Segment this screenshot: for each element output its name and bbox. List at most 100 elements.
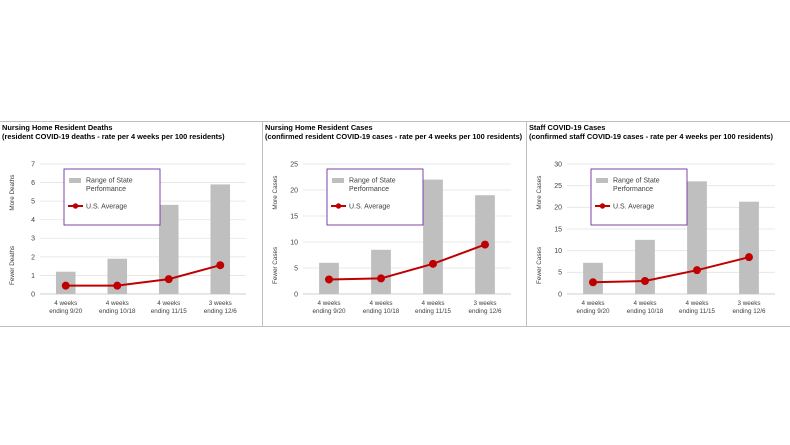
x-tick-label-line2: ending 11/15: [415, 308, 451, 315]
data-point: [164, 275, 173, 284]
x-tick-label-line2: ending 9/20: [49, 308, 82, 315]
x-tick-label: 4 weeks: [54, 300, 77, 307]
y-tick-label: 30: [554, 161, 562, 168]
x-tick-label-line2: ending 10/18: [627, 308, 664, 315]
x-tick-label: 4 weeks: [421, 300, 444, 307]
bar: [635, 239, 655, 294]
legend-swatch-bar: [332, 178, 344, 183]
y-axis-label-bottom: Fewer Deaths: [9, 246, 16, 285]
x-tick-label: 3 weeks: [473, 300, 496, 307]
x-tick-label-line2: ending 12/6: [204, 308, 237, 315]
y-tick-label: 15: [290, 213, 298, 220]
chart-subtitle: (confirmed staff COVID-19 cases - rate p…: [529, 132, 773, 141]
bar: [423, 179, 443, 294]
x-tick-label: 4 weeks: [106, 300, 129, 307]
data-point: [216, 261, 225, 270]
y-tick-label: 1: [31, 273, 35, 280]
chart-subtitle: (confirmed resident COVID-19 cases - rat…: [265, 132, 523, 141]
series-line: [65, 264, 221, 287]
legend-label-average: U.S. Average: [613, 204, 654, 211]
chart-panel-resident-deaths: Nursing Home Resident Deaths (resident C…: [0, 122, 262, 326]
x-tick-label: 4 weeks: [685, 300, 708, 307]
bar: [210, 184, 231, 294]
x-tick-label-line2: ending 11/15: [679, 308, 715, 315]
y-tick-label: 0: [558, 291, 562, 298]
legend-label-range-line2: Performance: [86, 186, 126, 193]
x-tick-label-line2: ending 12/6: [733, 308, 766, 315]
legend-label-range: Range of State: [86, 178, 133, 185]
legend-swatch-bar: [69, 178, 81, 183]
y-tick-label: 3: [31, 236, 35, 243]
data-point: [481, 240, 489, 249]
data-point: [377, 274, 385, 283]
y-tick-label: 25: [290, 161, 298, 168]
legend-swatch-marker: [72, 203, 79, 209]
chart-panel-staff-cases: Staff COVID-19 Cases (confirmed staff CO…: [526, 122, 790, 326]
x-tick-label: 3 weeks: [737, 300, 760, 307]
legend-label-range-line2: Performance: [349, 186, 389, 193]
chart-title: Nursing Home Resident Deaths: [2, 123, 113, 132]
y-tick-label: 0: [31, 291, 35, 298]
y-tick-label: 15: [554, 226, 562, 233]
x-tick-label-line2: ending 11/15: [151, 308, 187, 315]
y-tick-label: 25: [554, 183, 562, 190]
y-axis-label-top: More Cases: [272, 176, 279, 210]
x-tick-label-line2: ending 12/6: [469, 308, 502, 315]
bar: [158, 204, 179, 294]
legend-label-range-line2: Performance: [613, 186, 653, 193]
y-tick-label: 6: [31, 180, 35, 187]
data-point: [641, 277, 649, 285]
y-tick-label: 20: [290, 187, 298, 194]
y-axis-label-bottom: Fewer Cases: [272, 247, 279, 284]
data-point: [693, 266, 701, 275]
y-tick-label: 5: [31, 199, 35, 206]
y-tick-label: 10: [554, 248, 562, 255]
legend-swatch-marker: [599, 203, 606, 209]
y-tick-label: 5: [558, 270, 562, 277]
y-tick-label: 5: [294, 265, 298, 272]
bar: [687, 181, 707, 294]
data-point: [745, 253, 753, 262]
y-axis-label-bottom: Fewer Cases: [536, 247, 543, 284]
x-tick-label-line2: ending 9/20: [313, 308, 346, 315]
legend-label-range: Range of State: [613, 178, 660, 185]
chart-grid: Nursing Home Resident Deaths (resident C…: [0, 121, 790, 327]
data-point: [429, 259, 437, 268]
x-tick-label-line2: ending 10/18: [363, 308, 400, 315]
legend-swatch-marker: [335, 203, 342, 209]
series-line: [592, 256, 750, 284]
bar: [371, 249, 391, 294]
legend-label-average: U.S. Average: [349, 204, 390, 211]
y-tick-label: 2: [31, 254, 35, 261]
y-tick-label: 10: [290, 239, 298, 246]
bar: [739, 201, 759, 294]
y-tick-label: 7: [31, 161, 35, 168]
data-point: [589, 278, 597, 287]
x-tick-label: 3 weeks: [209, 300, 232, 307]
x-tick-label: 4 weeks: [633, 300, 656, 307]
x-tick-label: 4 weeks: [581, 300, 604, 307]
y-tick-label: 4: [31, 217, 35, 224]
y-tick-label: 0: [294, 291, 298, 298]
y-tick-label: 20: [554, 205, 562, 212]
chart-panel-resident-cases: Nursing Home Resident Cases (confirmed r…: [262, 122, 527, 326]
data-point: [61, 281, 70, 290]
x-tick-label-line2: ending 9/20: [577, 308, 610, 315]
y-axis-label-top: More Deaths: [9, 175, 16, 211]
x-tick-label: 4 weeks: [157, 300, 180, 307]
chart-plot-staff-cases: 0 5 10 15 20 25 30 More Cases Fewer Cases 4 weeks…: [536, 161, 775, 315]
x-tick-label: 4 weeks: [369, 300, 392, 307]
chart-title: Staff COVID-19 Cases: [529, 123, 606, 132]
series-line: [328, 243, 486, 281]
x-tick-label: 4 weeks: [317, 300, 340, 307]
legend-label-average: U.S. Average: [86, 204, 127, 211]
legend-label-range: Range of State: [349, 178, 396, 185]
y-axis-label-top: More Cases: [536, 176, 543, 210]
legend-swatch-bar: [596, 178, 608, 183]
data-point: [113, 281, 122, 290]
data-point: [325, 275, 333, 284]
x-tick-label-line2: ending 10/18: [99, 308, 136, 315]
chart-title: Nursing Home Resident Cases: [265, 123, 373, 132]
